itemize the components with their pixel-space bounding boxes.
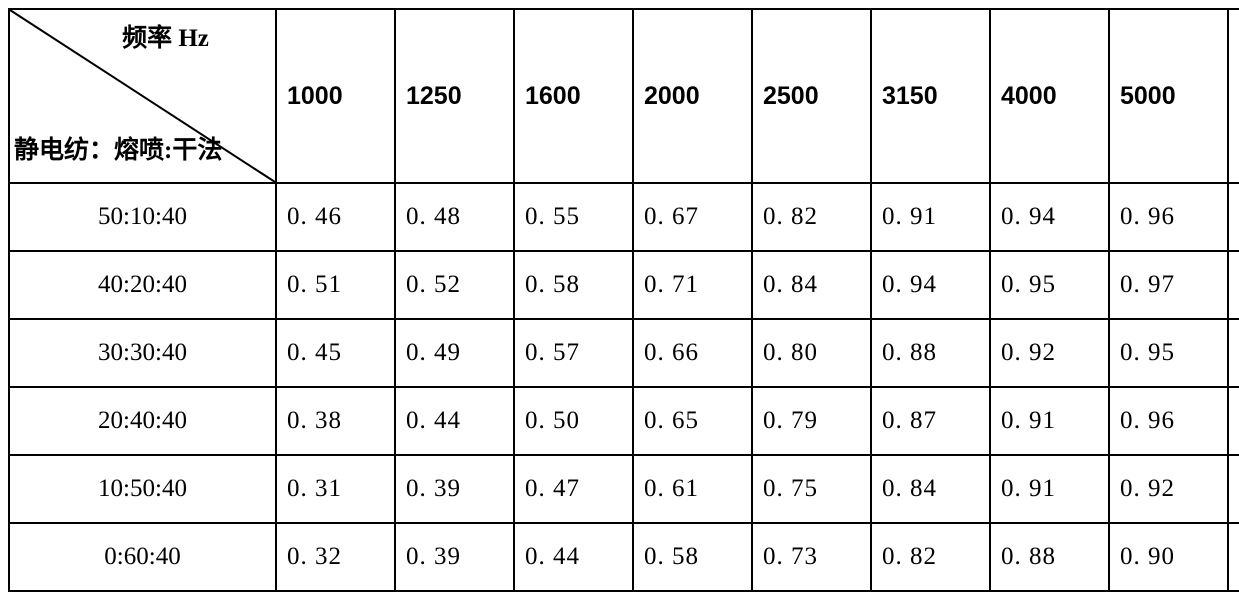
table-cell: 0. 97	[1228, 319, 1239, 387]
table-cell: 0. 47	[514, 455, 633, 523]
table-cell: 0. 98	[1228, 251, 1239, 319]
row-label: 0:60:40	[9, 523, 276, 591]
table-row: 50:10:40 0. 46 0. 48 0. 55 0. 67 0. 82 0…	[9, 183, 1239, 251]
header-top-label: 频率 Hz	[70, 18, 261, 54]
column-header: 6300	[1228, 9, 1239, 183]
table-cell: 0. 95	[990, 251, 1109, 319]
table-cell: 0. 65	[633, 387, 752, 455]
column-header: 4000	[990, 9, 1109, 183]
data-table: 频率 Hz 静电纺：熔喷:干法 1000 1250 1600 2000 2500…	[8, 8, 1239, 592]
table-cell: 0. 79	[752, 387, 871, 455]
table-row: 10:50:40 0. 31 0. 39 0. 47 0. 61 0. 75 0…	[9, 455, 1239, 523]
row-label: 30:30:40	[9, 319, 276, 387]
table-cell: 0. 57	[514, 319, 633, 387]
table-row: 0:60:40 0. 32 0. 39 0. 44 0. 58 0. 73 0.…	[9, 523, 1239, 591]
table-cell: 0. 82	[752, 183, 871, 251]
row-label: 20:40:40	[9, 387, 276, 455]
row-label: 10:50:40	[9, 455, 276, 523]
table-cell: 0. 87	[871, 387, 990, 455]
table-cell: 0. 44	[395, 387, 514, 455]
table-cell: 0. 49	[395, 319, 514, 387]
table-cell: 0. 75	[752, 455, 871, 523]
table-cell: 0. 48	[395, 183, 514, 251]
table-cell: 0. 90	[1109, 523, 1228, 591]
column-header: 1600	[514, 9, 633, 183]
table-cell: 0. 96	[1228, 387, 1239, 455]
table-cell: 0. 67	[633, 183, 752, 251]
column-header: 1000	[276, 9, 395, 183]
table-cell: 0. 58	[514, 251, 633, 319]
table-cell: 0. 92	[990, 319, 1109, 387]
row-label: 50:10:40	[9, 183, 276, 251]
column-header: 1250	[395, 9, 514, 183]
table-cell: 0. 80	[752, 319, 871, 387]
table-cell: 0. 88	[871, 319, 990, 387]
table-cell: 0. 39	[395, 455, 514, 523]
table-cell: 0. 55	[514, 183, 633, 251]
table-cell: 0. 94	[990, 183, 1109, 251]
diagonal-header-cell: 频率 Hz 静电纺：熔喷:干法	[9, 9, 276, 183]
table-cell: 0. 31	[276, 455, 395, 523]
table-cell: 0. 45	[276, 319, 395, 387]
table-cell: 0. 95	[1109, 319, 1228, 387]
table-cell: 0. 32	[276, 523, 395, 591]
table-cell: 0. 91	[990, 455, 1109, 523]
header-bottom-label: 静电纺：熔喷:干法	[14, 130, 255, 166]
table-cell: 0. 97	[1228, 183, 1239, 251]
column-header: 3150	[871, 9, 990, 183]
table-cell: 0. 94	[871, 251, 990, 319]
table-cell: 0. 73	[752, 523, 871, 591]
row-label: 40:20:40	[9, 251, 276, 319]
table-cell: 0. 96	[1109, 387, 1228, 455]
table-cell: 0. 39	[395, 523, 514, 591]
table-cell: 0. 71	[633, 251, 752, 319]
table-cell: 0. 93	[1228, 523, 1239, 591]
table-row: 30:30:40 0. 45 0. 49 0. 57 0. 66 0. 80 0…	[9, 319, 1239, 387]
table-row: 20:40:40 0. 38 0. 44 0. 50 0. 65 0. 79 0…	[9, 387, 1239, 455]
table-cell: 0. 96	[1109, 183, 1228, 251]
table-cell: 0. 38	[276, 387, 395, 455]
table-cell: 0. 82	[871, 523, 990, 591]
table-cell: 0. 61	[633, 455, 752, 523]
table-row: 40:20:40 0. 51 0. 52 0. 58 0. 71 0. 84 0…	[9, 251, 1239, 319]
table-cell: 0. 66	[633, 319, 752, 387]
column-header: 5000	[1109, 9, 1228, 183]
table-cell: 0. 88	[990, 523, 1109, 591]
table-cell: 0. 50	[514, 387, 633, 455]
table-cell: 0. 91	[990, 387, 1109, 455]
table-cell: 0. 91	[871, 183, 990, 251]
table-cell: 0. 95	[1228, 455, 1239, 523]
table-cell: 0. 97	[1109, 251, 1228, 319]
table-cell: 0. 51	[276, 251, 395, 319]
column-header: 2000	[633, 9, 752, 183]
column-header: 2500	[752, 9, 871, 183]
table-cell: 0. 92	[1109, 455, 1228, 523]
table-cell: 0. 44	[514, 523, 633, 591]
table-cell: 0. 84	[752, 251, 871, 319]
table-header-row: 频率 Hz 静电纺：熔喷:干法 1000 1250 1600 2000 2500…	[9, 9, 1239, 183]
table-cell: 0. 52	[395, 251, 514, 319]
table-cell: 0. 46	[276, 183, 395, 251]
table-cell: 0. 58	[633, 523, 752, 591]
table-cell: 0. 84	[871, 455, 990, 523]
